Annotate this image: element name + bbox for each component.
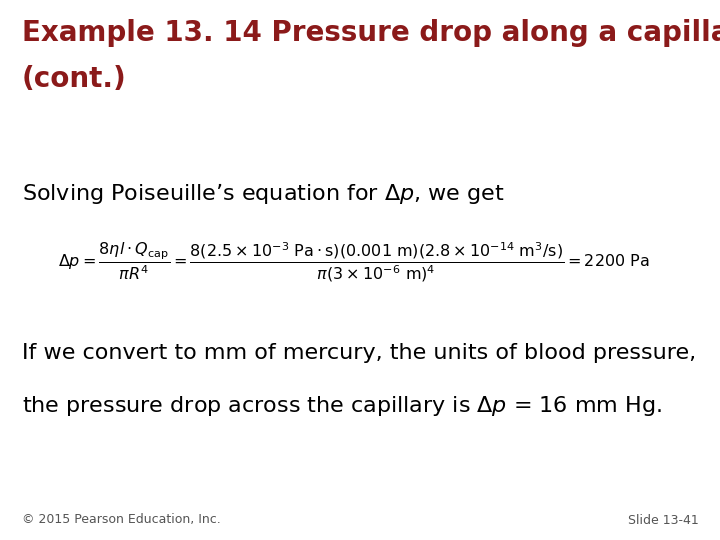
Text: © 2015 Pearson Education, Inc.: © 2015 Pearson Education, Inc.	[22, 514, 220, 526]
Text: Example 13. 14 Pressure drop along a capillary: Example 13. 14 Pressure drop along a cap…	[22, 19, 720, 47]
Text: the pressure drop across the capillary is $\Delta p$ = 16 mm Hg.: the pressure drop across the capillary i…	[22, 394, 662, 418]
Text: $\Delta p = \dfrac{8\eta l \cdot Q_{\mathregular{cap}}}{\pi R^4}= \dfrac{8(2.5 \: $\Delta p = \dfrac{8\eta l \cdot Q_{\mat…	[58, 240, 649, 284]
Text: Slide 13-41: Slide 13-41	[628, 514, 698, 526]
Text: (cont.): (cont.)	[22, 65, 126, 93]
Text: If we convert to mm of mercury, the units of blood pressure,: If we convert to mm of mercury, the unit…	[22, 343, 696, 363]
Text: Solving Poiseuille’s equation for $\Delta p$, we get: Solving Poiseuille’s equation for $\Delt…	[22, 181, 504, 206]
